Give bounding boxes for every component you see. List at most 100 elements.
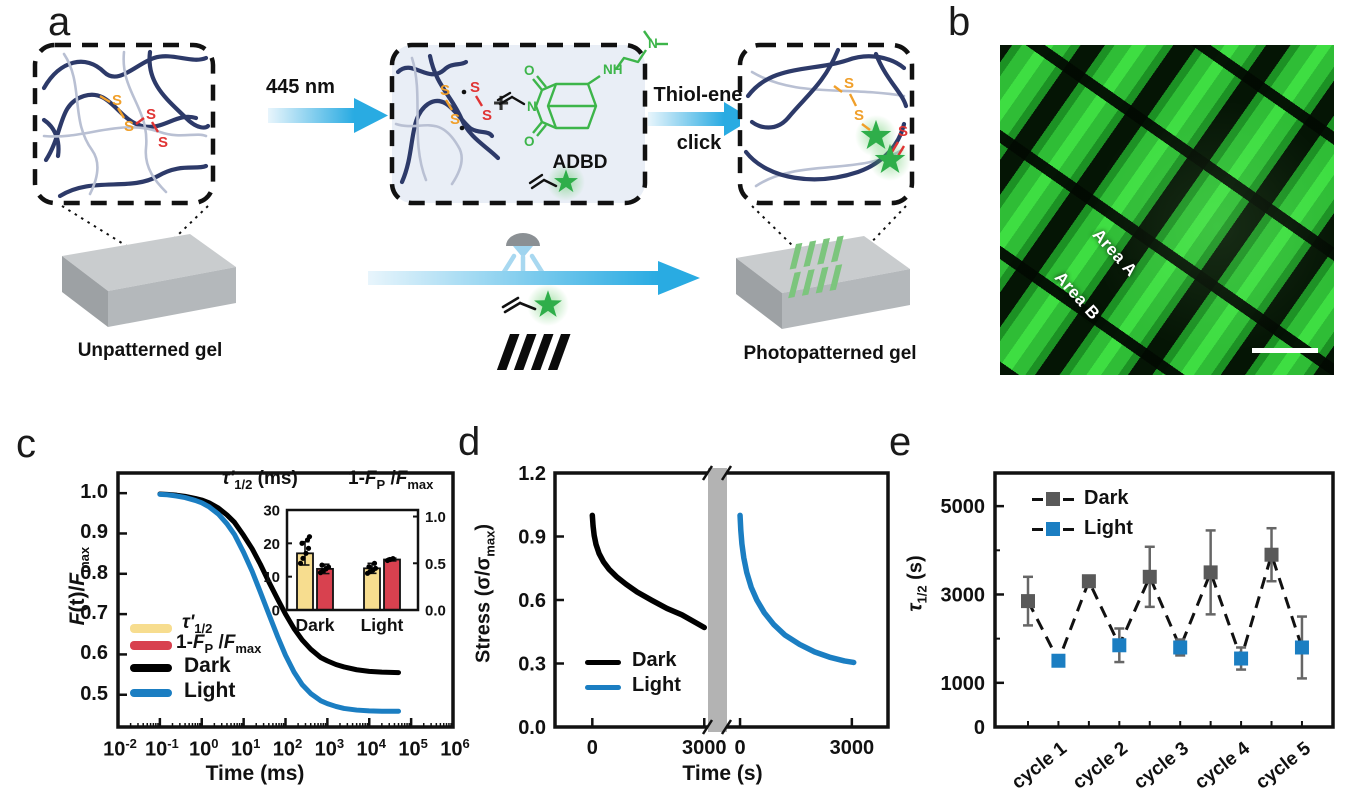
legend-label-light: Light: [184, 679, 236, 702]
legend-label-light: Light: [1084, 517, 1133, 539]
legend-swatch-dark: [1032, 492, 1074, 506]
d-y-axis-title: Stress (σ/σmax): [472, 524, 498, 663]
data-dot: [300, 555, 306, 561]
svg-text:O: O: [524, 134, 535, 149]
d-x-tick-label: 3000: [830, 737, 875, 759]
svg-text:NH: NH: [603, 62, 623, 77]
data-dot: [303, 550, 309, 556]
inset-category-label: Light: [361, 615, 404, 635]
marker-light: [1234, 651, 1249, 666]
data-dot: [306, 534, 313, 540]
trithiocarbonate-crosslink-icon: S S S S: [99, 92, 168, 151]
d-x-tick-label: 0: [587, 737, 598, 759]
svg-text:S: S: [440, 82, 450, 99]
adbd-molecule: N O O NH N: [496, 30, 668, 149]
series-dark: [589, 512, 708, 631]
inset-left-tick-label: 10: [263, 569, 280, 586]
allyl-star-reagent-icon: [501, 284, 569, 326]
data-dot: [325, 564, 332, 570]
polymer-network-light-strands: [42, 50, 208, 196]
fluorescence-micrograph: [1000, 45, 1334, 375]
panel-a-scheme: S S S S: [32, 30, 915, 370]
svg-text:S: S: [854, 107, 864, 124]
svg-text:S: S: [124, 118, 134, 135]
inset-left-tick-label: 20: [263, 536, 280, 553]
crosslink-sulfur-group: S S S: [833, 75, 908, 157]
d-y-tick-label: 0.0: [518, 717, 546, 739]
inset-right-tick-label: 0.5: [425, 556, 446, 573]
e-y-tick-label: 5000: [941, 496, 986, 518]
chart-d-stress-relaxation: 0.0 0.3 0.6 0.9 1.2 0 3000 0 3000: [518, 463, 890, 759]
panel-label-e: e: [889, 420, 912, 464]
break-slash: [720, 719, 733, 735]
green-stripe-pattern: [788, 235, 844, 299]
data-dot: [297, 560, 304, 566]
reaction-label-line2: click: [676, 132, 722, 154]
data-dot: [305, 545, 312, 551]
inset-left-tick-label: 30: [263, 503, 280, 520]
svg-text:S: S: [470, 79, 480, 96]
inset-frame: [285, 508, 420, 612]
marker-dark: [1081, 574, 1096, 589]
legend-swatch-dark: [130, 664, 172, 672]
photopatterned-gel-slab: [736, 235, 910, 329]
legend-label-dark: Dark: [1084, 487, 1129, 509]
inset-left-axis-title: τ'1/2 (ms): [222, 468, 298, 492]
legend-swatch-light: [585, 685, 621, 690]
svg-text:O: O: [524, 63, 535, 78]
marker-light: [1051, 653, 1066, 668]
d-y-tick-label: 0.6: [518, 590, 546, 612]
e-plot-frame: [993, 471, 1335, 729]
c-y-tick-label: 0.6: [80, 642, 108, 665]
d-x-tick-label: 3000: [682, 737, 727, 759]
d-y-tick-label: 0.9: [518, 527, 546, 549]
marker-light: [1112, 638, 1127, 653]
labeled-network-inset: S S S: [737, 42, 915, 206]
thiyl-radical-icons: S S S S: [440, 79, 492, 131]
legend-label-fp: 1-FP /Fmax: [176, 632, 262, 656]
legend-swatch-tau: [130, 624, 172, 633]
dashed-trend-line: [1026, 549, 1304, 665]
svg-text:S: S: [158, 134, 168, 151]
c-x-tick-label: 101: [230, 736, 261, 761]
e-y-tick-label: 1000: [941, 673, 986, 695]
marker-dark: [1021, 594, 1035, 609]
c-y-tick-label: 0.8: [80, 561, 108, 584]
process-arrow: [368, 261, 700, 295]
d-x-axis-title: Time (s): [682, 762, 763, 785]
c-x-axis-title: Time (ms): [205, 762, 305, 785]
inset-right-axis-title: 1-FP /Fmax: [348, 468, 434, 492]
e-y-tick-label: 0: [974, 717, 985, 739]
marker-light: [1173, 640, 1188, 655]
data-dot: [372, 565, 379, 571]
inset-right-tick-label: 1.0: [425, 509, 446, 526]
c-x-tick-label: 103: [314, 736, 345, 761]
projector-lamp-icon: [501, 233, 545, 277]
panel-label-d: d: [458, 420, 481, 464]
svg-text:N: N: [527, 99, 537, 114]
legend-swatch-dark: [585, 660, 621, 665]
inset-category-label: Dark: [296, 615, 335, 635]
panel-label-a: a: [48, 0, 71, 44]
polymer-network-sketch: [395, 53, 501, 185]
c-plot-frame: [116, 471, 455, 729]
legend-swatch-light: [130, 689, 172, 697]
inset-connector-lines: [751, 205, 907, 251]
data-dot: [319, 562, 325, 568]
c-y-tick-label: 1.0: [80, 481, 108, 504]
e-y-tick-label: 3000: [941, 584, 986, 606]
thiol-ene-arrow: [648, 102, 752, 136]
reaction-label-line1: Thiol-ene: [653, 84, 743, 106]
svg-text:S: S: [482, 107, 492, 124]
legend-label-light: Light: [632, 674, 681, 696]
c-x-tick-label: 100: [189, 736, 219, 761]
marker-light: [1294, 640, 1309, 655]
green-star-fluorophore-icon: [874, 143, 906, 173]
polymer-network-light-strands: [394, 56, 464, 186]
data-dot: [371, 560, 378, 566]
c-y-tick-label: 0.7: [80, 602, 108, 625]
c-x-tick-label: 106: [440, 736, 470, 761]
d-y-tick-label: 0.3: [518, 654, 546, 676]
